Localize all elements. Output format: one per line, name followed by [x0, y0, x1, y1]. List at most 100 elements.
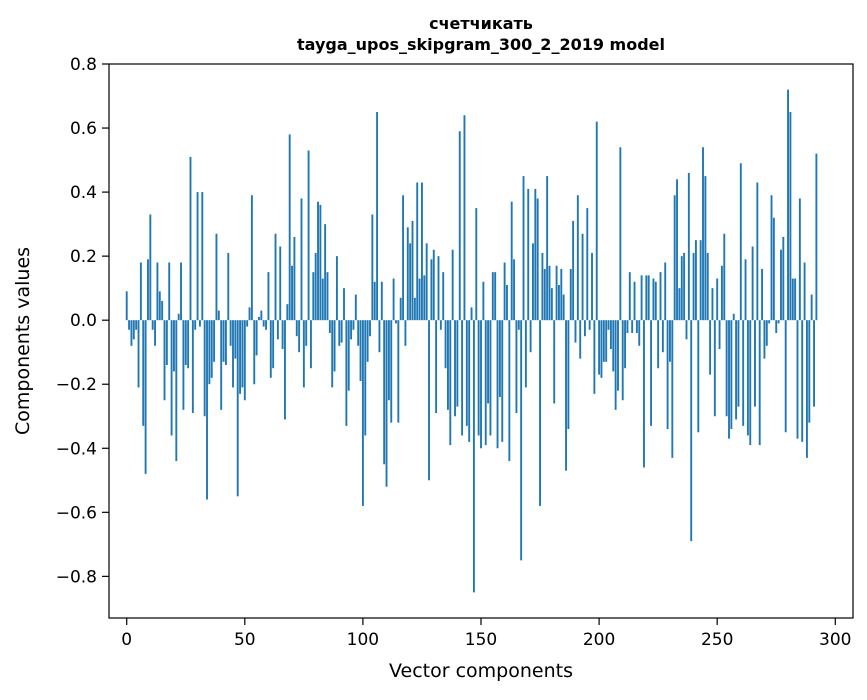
bar [279, 246, 282, 321]
bar [598, 320, 601, 375]
bar [555, 265, 558, 321]
bar [222, 320, 225, 362]
bar [548, 265, 551, 321]
bar [319, 204, 322, 321]
bar [295, 320, 298, 337]
bar [749, 320, 752, 446]
bar [619, 147, 622, 321]
bar [465, 320, 468, 426]
bar [125, 291, 128, 321]
x-tick-label: 0 [121, 630, 132, 650]
y-axis-ticks: −0.8 −0.6 −0.4 −0.2 0.0 0.2 0.4 0.6 0.8 [56, 55, 109, 587]
y-tick-label: −0.8 [56, 567, 97, 587]
bar [605, 320, 608, 362]
bar [326, 272, 329, 321]
bar [669, 320, 671, 362]
bar [501, 320, 504, 442]
bar [463, 115, 466, 321]
bar [328, 320, 331, 333]
bar [787, 89, 789, 321]
bar [506, 284, 508, 321]
bar [659, 272, 662, 321]
bar [208, 320, 211, 385]
bar [730, 320, 733, 430]
x-tick-label: 150 [465, 630, 497, 650]
bar [215, 233, 218, 321]
chart-title: счетчикать [429, 14, 533, 33]
y-tick-label: 0.0 [70, 311, 97, 331]
bar [772, 217, 775, 321]
bar [808, 320, 811, 423]
bar [650, 320, 652, 426]
bar [331, 320, 334, 388]
bar [255, 320, 258, 356]
bar [600, 320, 603, 378]
bar [484, 320, 487, 446]
bar [583, 320, 586, 337]
bar [732, 313, 735, 321]
bar [628, 272, 631, 321]
bar [576, 195, 579, 321]
bar [553, 320, 556, 404]
bar [276, 320, 279, 340]
bar [310, 320, 312, 369]
bar [756, 182, 759, 321]
bar [683, 252, 686, 321]
bar [815, 153, 818, 321]
bar [737, 320, 740, 407]
bar [291, 265, 293, 321]
bar [347, 320, 350, 391]
bar [451, 249, 454, 321]
bar [399, 297, 402, 321]
bar [461, 320, 464, 436]
bar [539, 320, 541, 506]
bar [298, 320, 301, 353]
bar [569, 268, 572, 321]
bar [706, 252, 709, 321]
bar [458, 131, 461, 321]
bar [581, 233, 584, 321]
bar [678, 288, 681, 321]
bar [810, 294, 813, 321]
bar [699, 240, 702, 321]
x-axis-label: Vector components [389, 660, 573, 682]
bar [687, 172, 690, 321]
bar [203, 320, 206, 417]
bar [532, 243, 534, 321]
bar [149, 214, 152, 321]
bar [411, 220, 414, 321]
bar [565, 320, 567, 471]
bar [702, 147, 704, 321]
bar [673, 195, 676, 321]
bar [392, 278, 395, 321]
bar [624, 320, 627, 369]
bar [806, 320, 808, 458]
bar [645, 275, 648, 321]
bar [454, 320, 456, 417]
bar [210, 320, 213, 378]
y-tick-label: 0.2 [70, 247, 97, 267]
bar [609, 320, 612, 349]
bar [227, 252, 230, 321]
bar [591, 252, 593, 321]
bar [579, 320, 582, 359]
bar [234, 320, 237, 359]
bar [168, 262, 171, 321]
bar [491, 272, 494, 321]
x-tick-label: 100 [347, 630, 379, 650]
bar [796, 320, 799, 439]
bar [780, 249, 782, 321]
bar [189, 156, 192, 321]
bar [758, 320, 761, 446]
bar [562, 294, 565, 321]
bar [768, 320, 771, 324]
bar [163, 320, 166, 401]
bar [307, 150, 310, 321]
bar [536, 198, 539, 321]
bar [694, 240, 697, 321]
bar [220, 320, 223, 410]
bar [735, 320, 738, 420]
bar [494, 272, 497, 321]
bar [468, 320, 471, 442]
bar [317, 201, 319, 321]
